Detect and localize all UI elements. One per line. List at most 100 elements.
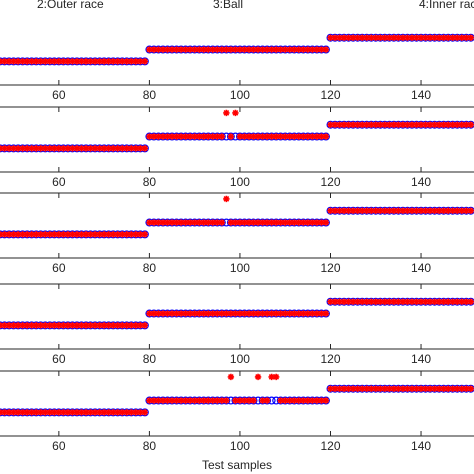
predicted-label-marker — [354, 298, 361, 305]
predicted-label-marker — [114, 145, 121, 152]
predicted-label-marker — [205, 310, 212, 317]
predicted-label-marker — [82, 231, 90, 238]
predicted-label-marker — [23, 231, 31, 238]
predicted-label-marker — [132, 409, 140, 416]
predicted-label-marker — [404, 34, 411, 41]
predicted-label-marker — [313, 219, 321, 226]
predicted-label-marker — [435, 121, 443, 128]
predicted-label-marker — [372, 207, 379, 214]
predicted-label-marker — [336, 34, 343, 41]
predicted-label-marker — [440, 121, 447, 128]
predicted-label-marker — [105, 231, 112, 238]
predicted-label-marker — [282, 46, 289, 53]
predicted-label-marker — [354, 121, 361, 128]
annotation: 3:Ball — [213, 0, 243, 11]
predicted-label-marker — [186, 219, 194, 226]
predicted-label-marker — [422, 34, 429, 41]
x-tick-label: 140 — [411, 175, 431, 189]
predicted-label-marker — [340, 385, 348, 392]
predicted-label-marker — [254, 373, 262, 381]
predicted-label-marker — [37, 145, 44, 152]
predicted-label-marker — [340, 34, 348, 41]
predicted-label-marker — [372, 121, 379, 128]
predicted-label-marker — [150, 133, 158, 140]
predicted-label-marker — [37, 322, 44, 329]
predicted-label-marker — [195, 310, 203, 317]
predicted-label-marker — [413, 207, 420, 214]
predicted-label-marker — [363, 385, 370, 392]
predicted-label-marker — [182, 219, 189, 226]
predicted-label-marker — [435, 298, 443, 305]
predicted-label-marker — [87, 145, 94, 152]
predicted-label-marker — [51, 231, 58, 238]
x-tick-label: 140 — [411, 352, 431, 366]
predicted-label-marker — [377, 121, 384, 128]
predicted-label-marker — [137, 409, 144, 416]
predicted-label-marker — [331, 34, 339, 41]
x-tick-label: 60 — [52, 352, 66, 366]
predicted-label-marker — [164, 219, 171, 226]
predicted-label-marker — [241, 310, 248, 317]
predicted-label-marker — [186, 133, 194, 140]
predicted-label-marker — [164, 46, 171, 53]
predicted-label-marker — [223, 397, 230, 404]
predicted-label-marker — [331, 298, 339, 305]
predicted-label-marker — [309, 219, 316, 226]
predicted-label-marker — [454, 121, 461, 128]
predicted-label-marker — [349, 385, 357, 392]
predicted-label-marker — [300, 397, 307, 404]
predicted-label-marker — [186, 46, 194, 53]
predicted-label-marker — [268, 219, 275, 226]
predicted-label-marker — [327, 385, 334, 392]
predicted-label-marker — [232, 219, 239, 226]
predicted-label-marker — [105, 322, 112, 329]
predicted-label-marker — [64, 409, 72, 416]
predicted-label-marker — [295, 46, 302, 53]
predicted-label-marker — [123, 58, 130, 65]
predicted-label-marker — [33, 58, 40, 65]
x-tick-label: 140 — [411, 261, 431, 275]
predicted-label-marker — [159, 133, 167, 140]
predicted-label-marker — [51, 58, 58, 65]
predicted-label-marker — [417, 298, 425, 305]
predicted-label-marker — [322, 219, 330, 226]
predicted-label-marker — [349, 121, 357, 128]
predicted-label-marker — [33, 231, 40, 238]
predicted-label-marker — [223, 310, 230, 317]
predicted-label-marker — [159, 397, 167, 404]
predicted-label-marker — [286, 310, 293, 317]
predicted-label-marker — [218, 219, 226, 226]
predicted-label-marker — [259, 310, 266, 317]
predicted-label-marker — [119, 231, 126, 238]
predicted-label-marker — [69, 145, 76, 152]
predicted-label-marker — [173, 310, 180, 317]
predicted-label-marker — [100, 58, 108, 65]
x-tick-label: 100 — [230, 439, 250, 453]
predicted-label-marker — [100, 409, 108, 416]
predicted-label-marker — [322, 133, 330, 140]
predicted-label-marker — [358, 34, 366, 41]
predicted-label-marker — [254, 310, 262, 317]
predicted-label-marker — [254, 46, 262, 53]
predicted-label-marker — [286, 397, 293, 404]
predicted-label-marker — [155, 46, 162, 53]
predicted-label-marker — [64, 231, 72, 238]
predicted-label-marker — [390, 207, 398, 214]
predicted-label-marker — [78, 322, 85, 329]
predicted-label-marker — [454, 34, 461, 41]
predicted-label-marker — [10, 409, 17, 416]
predicted-label-marker — [263, 310, 271, 317]
predicted-label-marker — [250, 219, 257, 226]
predicted-label-marker — [82, 322, 90, 329]
predicted-label-marker — [358, 207, 366, 214]
predicted-label-marker — [313, 46, 321, 53]
predicted-label-marker — [191, 219, 198, 226]
predicted-label-marker — [458, 34, 465, 41]
predicted-label-marker — [399, 298, 407, 305]
predicted-label-marker — [259, 219, 266, 226]
predicted-label-marker — [426, 34, 434, 41]
predicted-label-marker — [286, 133, 293, 140]
predicted-label-marker — [368, 298, 375, 305]
predicted-label-marker — [164, 133, 171, 140]
predicted-label-marker — [449, 121, 456, 128]
